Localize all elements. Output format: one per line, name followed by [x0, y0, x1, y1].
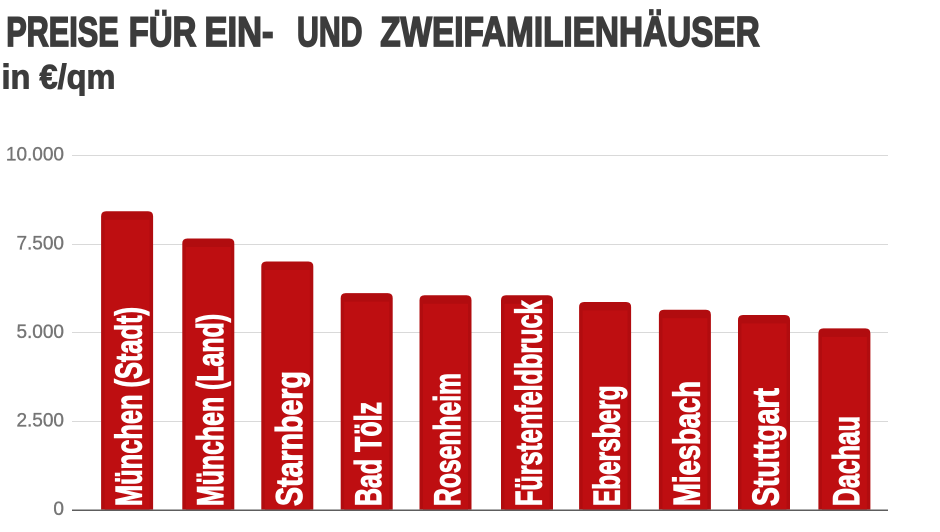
svg-text:Fürstenfeldbruck: Fürstenfeldbruck [509, 300, 550, 506]
svg-text:München (Stadt): München (Stadt) [109, 307, 150, 506]
svg-text:5.000: 5.000 [16, 322, 64, 343]
svg-text:10.000: 10.000 [6, 145, 64, 166]
svg-text:Rosenheim: Rosenheim [427, 373, 468, 506]
svg-text:2.500: 2.500 [16, 411, 64, 432]
svg-text:7.500: 7.500 [16, 233, 64, 254]
svg-text:München (Land): München (Land) [190, 314, 231, 506]
svg-text:Miesbach: Miesbach [666, 381, 707, 506]
svg-text:Bad Tölz: Bad Tölz [348, 402, 389, 506]
svg-text:Dachau: Dachau [826, 416, 867, 506]
svg-text:Starnberg: Starnberg [269, 371, 310, 506]
svg-text:ZWEIFAMILIENHÄUSER: ZWEIFAMILIENHÄUSER [380, 8, 760, 55]
svg-text:0: 0 [53, 499, 64, 520]
svg-text:PREISE: PREISE [6, 8, 119, 55]
svg-text:Ebersberg: Ebersberg [587, 386, 628, 507]
svg-text:UND: UND [297, 8, 363, 55]
svg-text:Stuttgart: Stuttgart [746, 388, 787, 506]
svg-text:EIN-: EIN- [205, 8, 274, 55]
svg-text:in €/qm: in €/qm [2, 59, 116, 97]
svg-text:FÜR: FÜR [129, 8, 197, 55]
